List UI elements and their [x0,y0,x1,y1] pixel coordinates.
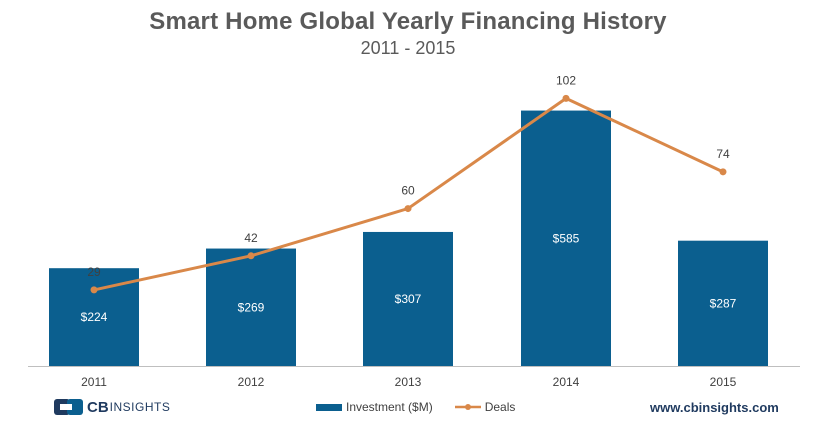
legend-label-investment: Investment ($M) [346,400,433,414]
bar-2015 [678,240,768,366]
bar-label-2015: $287 [710,296,737,310]
chart-legend: Investment ($M) Deals [316,400,537,414]
x-tick-2011: 2011 [81,375,107,389]
deals-point-2011 [90,286,98,294]
x-tick-2015: 2015 [710,375,737,389]
deals-label-2013: 60 [401,184,415,198]
legend-label-deals: Deals [484,400,516,414]
bar-label-2014: $585 [553,231,580,245]
logo-brand: CB [87,398,109,416]
deals-label-2014: 102 [556,73,576,87]
deals-label-2011: 29 [87,265,101,279]
legend-swatch-bar [316,403,342,411]
deals-label-2012: 42 [244,231,258,245]
x-tick-2012: 2012 [238,375,265,389]
bar-2013 [363,231,453,366]
bar-2014 [521,110,611,367]
logo-suffix: INSIGHTS [109,400,171,414]
deals-point-2014 [562,94,570,102]
deals-point-2015 [719,168,727,176]
x-tick-2013: 2013 [395,375,422,389]
cb-logo-icon [54,399,83,415]
cb-insights-logo: CB INSIGHTS [54,396,170,418]
site-url[interactable]: www.cbinsights.com [650,400,779,415]
chart-subtitle: 2011 - 2015 [360,38,456,58]
chart-title: Smart Home Global Yearly Financing Histo… [149,8,667,35]
x-tick-2014: 2014 [553,375,580,389]
deals-point-2013 [404,205,412,213]
legend-item-investment: Investment ($M) [316,400,433,414]
bar-2012 [206,248,296,366]
bar-label-2011: $224 [81,310,108,324]
legend-item-deals: Deals [454,400,516,414]
legend-swatch-line [454,404,481,410]
deals-label-2015: 74 [716,147,730,161]
bar-label-2012: $269 [238,300,265,314]
bar-label-2013: $307 [395,292,422,306]
deals-point-2012 [247,252,255,260]
